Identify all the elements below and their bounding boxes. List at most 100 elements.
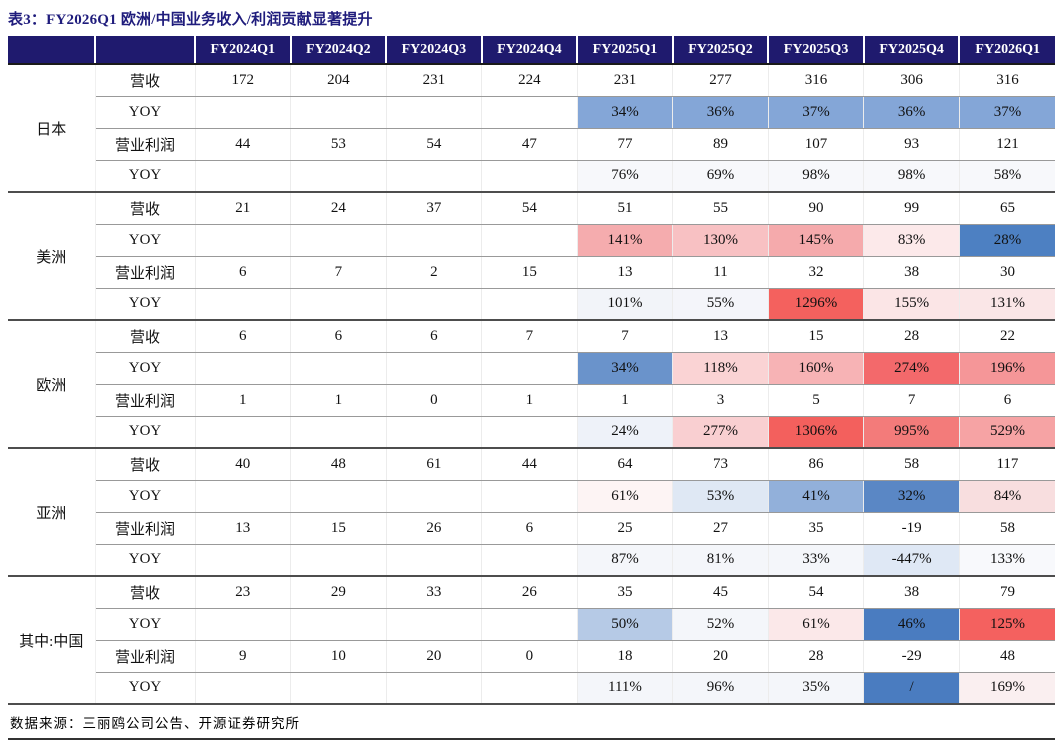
yoy-heat-cell: 58% [959, 160, 1055, 193]
value-cell: 54 [386, 128, 483, 161]
value-cell: 172 [195, 64, 292, 97]
value-cell: 13 [577, 256, 674, 289]
value-cell: 9 [195, 640, 292, 673]
table-header: FY2024Q1 FY2024Q2 FY2024Q3 FY2024Q4 FY2025Q1… [8, 36, 1055, 65]
column-header-fy2026q1: FY2026Q1 [959, 36, 1055, 65]
value-cell: 20 [386, 640, 483, 673]
value-cell: 18 [577, 640, 674, 673]
yoy-heat-cell: 155% [863, 288, 960, 321]
value-cell [195, 96, 292, 129]
value-cell [290, 544, 387, 577]
yoy-heat-cell: 34% [577, 352, 674, 385]
yoy-heat-cell: 131% [959, 288, 1055, 321]
yoy-heat-cell: 160% [768, 352, 865, 385]
value-cell: 1 [195, 384, 292, 417]
yoy-heat-cell: 101% [577, 288, 674, 321]
regional-financials-table: FY2024Q1 FY2024Q2 FY2024Q3 FY2024Q4 FY2025Q1… [8, 36, 1055, 705]
column-header-fy2025q3: FY2025Q3 [768, 36, 865, 65]
value-cell: 90 [768, 192, 865, 225]
metric-label: YOY [95, 224, 196, 257]
value-cell: 1 [481, 384, 578, 417]
value-cell: 231 [386, 64, 483, 97]
value-cell: 7 [290, 256, 387, 289]
value-cell [481, 352, 578, 385]
value-cell: 38 [863, 256, 960, 289]
value-cell: 6 [290, 320, 387, 353]
value-cell: 306 [863, 64, 960, 97]
yoy-heat-cell: 55% [672, 288, 769, 321]
value-cell: 58 [959, 512, 1055, 545]
value-cell: 2 [386, 256, 483, 289]
metric-label: 营业利润 [95, 512, 196, 545]
value-cell: 58 [863, 448, 960, 481]
value-cell: 33 [386, 576, 483, 609]
value-cell: 316 [959, 64, 1055, 97]
value-cell: 121 [959, 128, 1055, 161]
table-row: 亚洲 营收 40 48 61 44 64 73 86 58 117 [8, 448, 1055, 577]
value-cell: 13 [195, 512, 292, 545]
yoy-heat-cell: 34% [577, 96, 674, 129]
table-row: YOY 34% 118% 160% 274% 196% [8, 352, 1055, 385]
value-cell: 35 [577, 576, 674, 609]
value-cell [195, 544, 292, 577]
value-cell [195, 672, 292, 705]
region-label: 其中:中国 [8, 576, 96, 705]
value-cell: 27 [672, 512, 769, 545]
value-cell: 6 [195, 320, 292, 353]
table-row: 其中:中国 营收 23 29 33 26 35 45 54 38 79 [8, 576, 1055, 705]
yoy-heat-cell: -447% [863, 544, 960, 577]
column-header-fy2024q3: FY2024Q3 [386, 36, 483, 65]
value-cell: 0 [386, 384, 483, 417]
value-cell: 224 [481, 64, 578, 97]
table-row: YOY 76% 69% 98% 98% 58% [8, 160, 1055, 193]
metric-label: 营收 [95, 320, 196, 353]
value-cell: 117 [959, 448, 1055, 481]
value-cell [290, 608, 387, 641]
metric-label: 营收 [95, 64, 196, 97]
value-cell: 28 [768, 640, 865, 673]
table-row: 美洲 营收 21 24 37 54 51 55 90 99 65 [8, 192, 1055, 321]
column-header-fy2025q1: FY2025Q1 [577, 36, 674, 65]
value-cell: 6 [386, 320, 483, 353]
value-cell: 3 [672, 384, 769, 417]
value-cell [290, 480, 387, 513]
value-cell: 1 [290, 384, 387, 417]
value-cell [290, 160, 387, 193]
region-label: 亚洲 [8, 448, 96, 577]
table-body: 日本 营收 172 204 231 224 231 277 316 306 316 YOY 34% 36%… [8, 64, 1055, 705]
table-row: YOY 111% 96% 35%/169% [8, 672, 1055, 705]
column-header-fy2024q1: FY2024Q1 [195, 36, 292, 65]
value-cell [386, 672, 483, 705]
value-cell: 61 [386, 448, 483, 481]
yoy-heat-cell: 130% [672, 224, 769, 257]
yoy-heat-cell: 87% [577, 544, 674, 577]
value-cell [386, 160, 483, 193]
yoy-heat-cell: 35% [768, 672, 865, 705]
value-cell [386, 288, 483, 321]
yoy-heat-cell: 69% [672, 160, 769, 193]
metric-label: YOY [95, 352, 196, 385]
value-cell: 65 [959, 192, 1055, 225]
yoy-heat-cell: 28% [959, 224, 1055, 257]
value-cell: 22 [959, 320, 1055, 353]
value-cell [386, 416, 483, 449]
value-cell [195, 608, 292, 641]
yoy-heat-cell: 98% [768, 160, 865, 193]
value-cell: -19 [863, 512, 960, 545]
value-cell: 277 [672, 64, 769, 97]
value-cell: 20 [672, 640, 769, 673]
value-cell: 23 [195, 576, 292, 609]
yoy-heat-cell: 61% [577, 480, 674, 513]
value-cell [195, 160, 292, 193]
value-cell: 6 [195, 256, 292, 289]
yoy-heat-cell: 98% [863, 160, 960, 193]
value-cell [386, 352, 483, 385]
yoy-heat-cell: 274% [863, 352, 960, 385]
value-cell [195, 352, 292, 385]
value-cell: 5 [768, 384, 865, 417]
value-cell: 86 [768, 448, 865, 481]
header-region-blank [8, 36, 96, 65]
metric-label: YOY [95, 288, 196, 321]
value-cell: 40 [195, 448, 292, 481]
value-cell: 15 [290, 512, 387, 545]
